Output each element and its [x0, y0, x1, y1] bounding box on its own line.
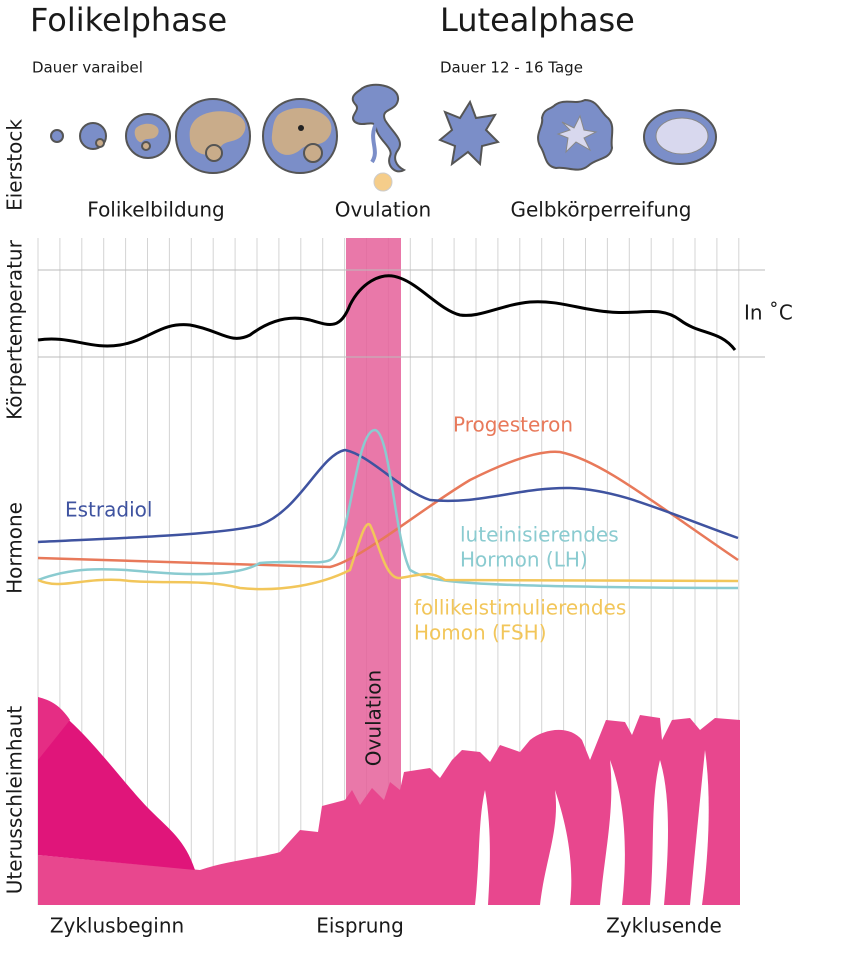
footer-label: Zyklusbeginn — [50, 914, 184, 938]
estradiol-curve — [37, 448, 739, 544]
ovary-icons — [50, 83, 717, 192]
phase-duration: Dauer 12 - 16 Tage — [440, 59, 583, 77]
hormone-label: Homon (FSH) — [414, 621, 547, 645]
row-label: Eierstock — [3, 119, 27, 211]
phase-title: Folikelphase — [30, 1, 227, 39]
phase-duration: Dauer varaibel — [32, 59, 143, 77]
progesterone-curve — [37, 450, 739, 569]
row-label: Körpertemperatur — [3, 239, 27, 419]
fsh-curve — [37, 523, 739, 591]
stage-label: Gelbkörperreifung — [511, 198, 692, 222]
hormone-label: Estradiol — [65, 498, 152, 522]
endometrium-shed — [38, 697, 195, 870]
footer-label: Eisprung — [316, 914, 404, 938]
lh-curve — [37, 428, 739, 590]
band-label: Ovulation — [362, 670, 386, 766]
hormone-label: follikelstimulierendes — [414, 596, 626, 620]
endometrium-shed — [38, 697, 70, 760]
stage-label: Ovulation — [335, 198, 431, 222]
row-label: Uterusschleimhaut — [3, 706, 27, 895]
endometrium-gaps — [475, 750, 709, 905]
stage-label: Folikelbildung — [87, 198, 224, 222]
row-label: Hormone — [3, 502, 27, 594]
hormone-label: Hormon (LH) — [460, 548, 588, 572]
hormone-label: luteinisierendes — [460, 523, 619, 547]
temperature-unit: In ˚C — [744, 301, 793, 325]
footer-label: Zyklusende — [606, 914, 722, 938]
hormone-label: Progesteron — [453, 413, 573, 437]
temperature-curve — [37, 274, 737, 351]
phase-title: Lutealphase — [440, 1, 635, 39]
